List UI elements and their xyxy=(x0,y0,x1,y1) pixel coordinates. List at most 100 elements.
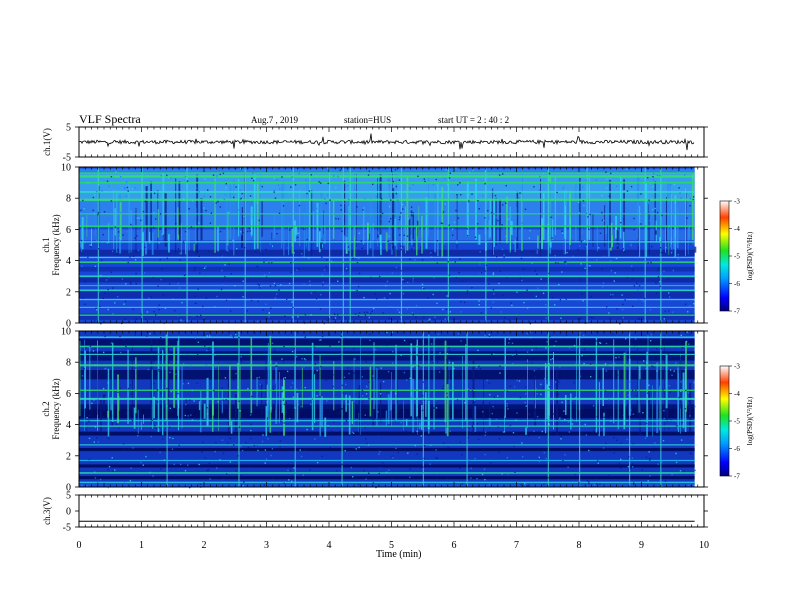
noise-speck xyxy=(493,213,495,215)
sferic-streak xyxy=(229,184,232,240)
noise-speck xyxy=(284,377,286,379)
y-tick-label: 2 xyxy=(66,451,71,462)
noise-speck xyxy=(692,175,694,178)
noise-speck xyxy=(610,296,612,298)
noise-speck xyxy=(361,367,364,370)
noise-speck xyxy=(492,273,495,275)
noise-speck xyxy=(105,279,108,281)
noise-speck xyxy=(147,368,149,371)
noise-speck xyxy=(626,277,629,279)
sferic-streak xyxy=(380,382,382,423)
noise-speck xyxy=(672,311,674,313)
noise-speck xyxy=(132,255,135,257)
noise-speck xyxy=(160,174,162,177)
noise-speck xyxy=(414,444,416,447)
sferic-streak xyxy=(546,384,549,420)
noise-speck xyxy=(344,411,346,413)
noise-speck xyxy=(288,229,291,231)
noise-speck xyxy=(681,421,683,424)
noise-speck xyxy=(648,384,650,386)
noise-speck xyxy=(555,340,557,343)
noise-speck xyxy=(620,442,622,444)
noise-speck xyxy=(506,405,508,407)
sferic-streak xyxy=(475,178,477,240)
noise-speck xyxy=(104,220,106,222)
noise-speck xyxy=(578,279,580,281)
noise-speck xyxy=(579,375,581,377)
noise-speck xyxy=(526,351,529,353)
noise-speck xyxy=(222,284,224,286)
noise-speck xyxy=(99,305,101,308)
noise-speck xyxy=(573,381,575,384)
noise-speck xyxy=(107,308,109,311)
noise-speck xyxy=(216,295,218,298)
noise-speck xyxy=(607,364,609,367)
noise-speck xyxy=(377,231,379,233)
sferic-streak xyxy=(668,241,670,255)
noise-speck xyxy=(356,290,359,292)
noise-speck xyxy=(246,310,248,312)
noise-speck xyxy=(606,226,609,229)
sferic-streak xyxy=(233,180,235,256)
noise-speck xyxy=(455,356,458,359)
noise-speck xyxy=(634,176,636,178)
noise-speck xyxy=(399,205,401,207)
noise-speck xyxy=(445,308,448,311)
noise-speck xyxy=(184,230,187,233)
noise-speck xyxy=(158,353,160,355)
time-axis: 0 1 2 3 4 5 6 7 8 9 10 xyxy=(77,540,710,551)
noise-speck xyxy=(444,211,446,214)
sferic-streak xyxy=(235,394,237,431)
noise-speck xyxy=(333,318,335,321)
noise-speck xyxy=(484,478,486,481)
noise-speck xyxy=(291,301,293,303)
noise-speck xyxy=(319,396,321,398)
sferic-streak xyxy=(111,342,114,422)
noise-speck xyxy=(382,462,384,464)
noise-speck xyxy=(583,204,585,207)
noise-speck xyxy=(271,477,274,479)
noise-speck xyxy=(142,464,144,466)
sferic-streak xyxy=(241,207,243,242)
noise-speck xyxy=(360,240,362,242)
noise-speck xyxy=(689,205,691,207)
sferic-streak xyxy=(694,246,697,253)
noise-speck xyxy=(395,185,397,188)
sferic-streak xyxy=(114,208,116,236)
noise-speck xyxy=(302,474,305,476)
sferic-streak xyxy=(303,212,305,258)
noise-speck xyxy=(459,258,461,260)
noise-speck xyxy=(153,192,156,194)
noise-speck xyxy=(675,461,678,464)
sferic-streak xyxy=(142,232,144,257)
noise-speck xyxy=(372,362,374,365)
noise-speck xyxy=(662,389,664,391)
sferic-streak xyxy=(351,401,353,423)
noise-speck xyxy=(420,435,422,437)
noise-speck xyxy=(481,210,483,212)
noise-speck xyxy=(472,169,474,171)
noise-speck xyxy=(223,198,225,201)
noise-speck xyxy=(593,484,596,486)
noise-speck xyxy=(409,351,411,354)
sferic-line xyxy=(466,331,468,487)
noise-speck xyxy=(219,206,221,208)
noise-speck xyxy=(687,484,690,486)
noise-speck xyxy=(341,408,343,410)
sferic-streak xyxy=(666,409,669,423)
noise-speck xyxy=(626,438,628,441)
noise-speck xyxy=(564,454,566,456)
colorbar-tick-label: -7 xyxy=(734,308,740,316)
noise-speck xyxy=(256,395,258,398)
colorbar-scale xyxy=(719,365,730,477)
noise-speck xyxy=(468,171,471,174)
noise-speck xyxy=(179,259,181,261)
noise-speck xyxy=(339,353,341,355)
sferic-streak xyxy=(504,337,506,419)
noise-speck xyxy=(421,283,424,286)
noise-speck xyxy=(487,210,489,212)
noise-speck xyxy=(555,381,557,383)
noise-speck xyxy=(605,442,607,445)
sferic-streak xyxy=(306,183,307,248)
sferic-streak xyxy=(488,418,491,426)
